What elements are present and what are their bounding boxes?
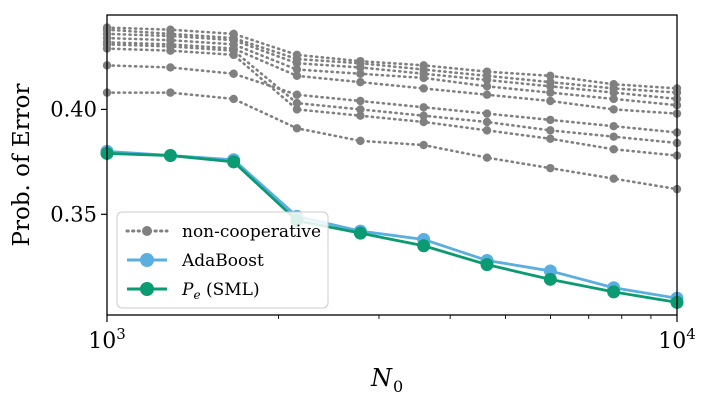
legend-label-adaboost: AdaBoost [181, 251, 264, 271]
noncooperative-series-9-point [419, 140, 428, 150]
noncooperative-series-3-point [609, 88, 618, 97]
noncooperative-series-3-point [356, 63, 365, 72]
noncooperative-series-6-point [546, 115, 555, 125]
legend-label-noncooperative: non-cooperative [182, 222, 321, 242]
x-axis-label-subscript: 0 [393, 377, 403, 396]
legend-marker-noncooperative [142, 226, 152, 236]
noncooperative-series-9-point [166, 88, 175, 97]
sml-series-point [227, 155, 241, 169]
noncooperative-series-4-point [609, 94, 618, 104]
noncooperative-series-6-point [482, 109, 492, 118]
sml-series-point [163, 149, 177, 163]
noncooperative-series-9-point [546, 163, 555, 173]
noncooperative-series-6-point [166, 63, 175, 72]
noncooperative-series-8-point [546, 134, 555, 143]
noncooperative-series-7-point [356, 105, 365, 114]
noncooperative-series-8-point [292, 105, 302, 114]
noncooperative-series-5-point [292, 71, 302, 81]
noncooperative-series-4-point [292, 65, 302, 74]
noncooperative-series-2-line [105, 28, 679, 94]
noncooperative-series-9-point [482, 153, 492, 162]
noncooperative-series-4-line [105, 36, 679, 107]
noncooperative-series-5-point [546, 96, 555, 106]
y-tick-label: 0.35 [50, 202, 97, 226]
noncooperative-series-3-line [105, 32, 679, 101]
noncooperative-series-7-point [482, 117, 492, 127]
noncooperative-series-6-point [419, 103, 428, 112]
sml-series-point [607, 285, 621, 299]
noncooperative-series-8-point [419, 117, 428, 127]
sml-series-point [480, 258, 494, 272]
sml-series-point [417, 239, 431, 253]
legend-marker-adaboost [140, 253, 154, 267]
x-tick-label: 104 [658, 325, 696, 354]
y-axis-label: Prob. of Error [9, 84, 35, 247]
noncooperative-series-5-point [609, 105, 618, 114]
noncooperative-series-7-point [419, 111, 428, 120]
noncooperative-series-8-point [229, 50, 238, 60]
noncooperative-series-8-point [356, 111, 365, 120]
legend-entry-sml: Pe (SML) [127, 280, 260, 302]
x-tick-label: 103 [88, 325, 126, 354]
legend: non-cooperative AdaBoost Pe (SML) [116, 211, 329, 309]
sml-series-line [105, 152, 679, 304]
legend-label-sml-rest: (SML) [201, 280, 260, 300]
noncooperative-series-1-line [105, 26, 679, 90]
noncooperative-series-8-point [609, 145, 618, 154]
legend-label-sml: Pe (SML) [181, 280, 260, 302]
noncooperative-series-5-point [419, 84, 428, 93]
x-axis-label: N [370, 364, 393, 392]
noncooperative-series-3-point [482, 75, 492, 85]
noncooperative-series-5-point [482, 90, 492, 99]
legend-box [116, 211, 329, 309]
noncooperative-series-4-point [546, 88, 555, 97]
noncooperative-series-9-point [292, 124, 302, 133]
noncooperative-series-6-line [105, 64, 679, 134]
noncooperative-series-7-point [546, 126, 555, 135]
legend-label-sml-main: P [181, 280, 194, 300]
noncooperative-series-4-point [419, 73, 428, 83]
noncooperative-series-1-point [546, 71, 555, 81]
noncooperative-series-8-point [482, 126, 492, 135]
plot-content [100, 23, 684, 309]
noncooperative-series-4-point [356, 69, 365, 78]
axes: 0.35 0.40 103 104 [50, 97, 696, 354]
noncooperative-series-6-point [356, 96, 365, 106]
legend-entry-adaboost: AdaBoost [127, 251, 264, 271]
noncooperative-series-4-point [482, 82, 492, 91]
noncooperative-series-9-point [609, 174, 618, 183]
legend-entry-noncooperative: non-cooperative [125, 222, 321, 242]
x-axis-label-main: N [370, 364, 393, 392]
noncooperative-series-5-point [356, 77, 365, 87]
noncooperative-series-6-point [609, 121, 618, 131]
noncooperative-series-7-point [292, 98, 302, 108]
noncooperative-series-3-point [546, 82, 555, 91]
noncooperative-series-8-line [105, 47, 679, 157]
plot-frame [106, 14, 678, 316]
noncooperative-series-5-line [105, 40, 679, 115]
y-tick-label: 0.40 [50, 97, 97, 121]
noncooperative-series-6-point [292, 90, 302, 99]
sml-series-point [543, 272, 557, 286]
legend-marker-sml [140, 282, 154, 296]
noncooperative-series-9-point [356, 136, 365, 146]
noncooperative-series-9-line [105, 91, 679, 191]
noncooperative-series-9-point [229, 94, 238, 104]
noncooperative-series-3-point [292, 59, 302, 68]
legend-label-sml-sub: e [193, 288, 200, 302]
noncooperative-series-7-line [105, 43, 679, 145]
noncooperative-series-7-point [609, 132, 618, 141]
noncooperative-series-8-point [166, 46, 175, 55]
noncooperative-series-6-point [229, 69, 238, 78]
sml-series-point [353, 226, 367, 240]
